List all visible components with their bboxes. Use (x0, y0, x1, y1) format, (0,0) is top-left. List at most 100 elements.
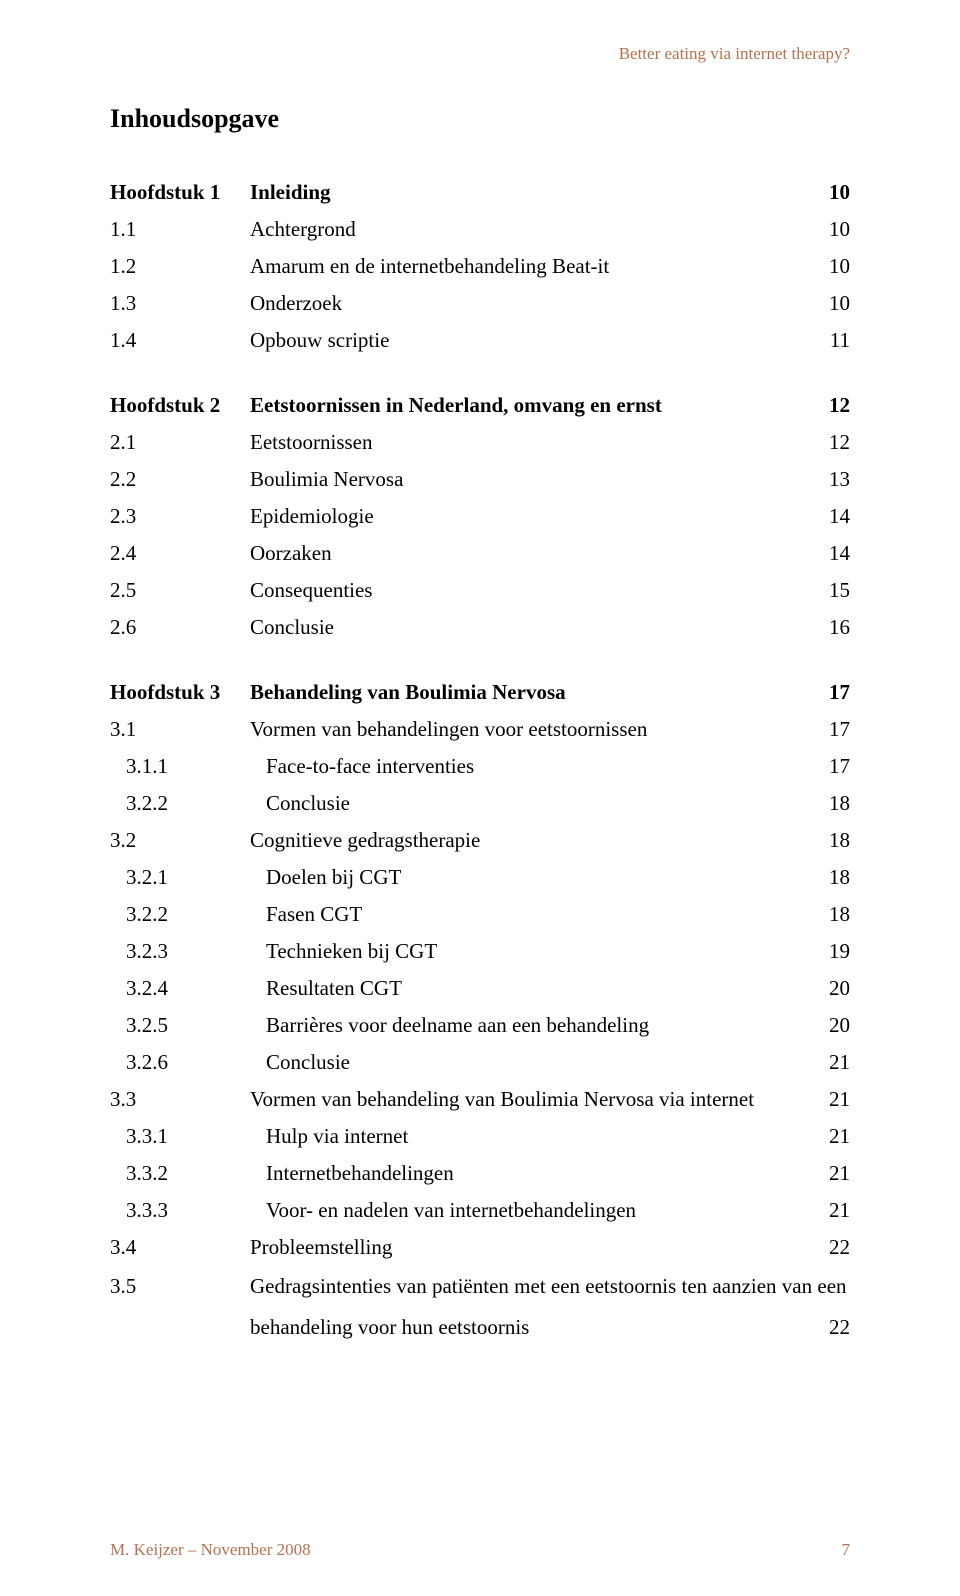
toc-entry-title: Technieken bij CGT (266, 941, 437, 962)
toc-number: 3.2 (110, 830, 250, 851)
toc-row: 2.2Boulimia Nervosa13 (110, 469, 850, 490)
toc-chapter-block: Hoofdstuk 1Inleiding101.1Achtergrond101.… (110, 182, 850, 351)
toc-page-number: 12 (825, 395, 850, 416)
toc-page-number: 22 (825, 1315, 850, 1340)
toc-entry-title: Behandeling van Boulimia Nervosa (250, 682, 566, 703)
toc-page-number: 17 (825, 719, 850, 740)
toc-row: 1.4Opbouw scriptie11 (110, 330, 850, 351)
toc-page-number: 18 (825, 867, 850, 888)
footer: M. Keijzer – November 2008 7 (110, 1540, 850, 1560)
toc-entry-title: Resultaten CGT (266, 978, 402, 999)
toc-container: Hoofdstuk 1Inleiding101.1Achtergrond101.… (110, 182, 850, 1340)
toc-entry-title: Onderzoek (250, 293, 342, 314)
running-header: Better eating via internet therapy? (619, 44, 850, 64)
toc-page-number: 20 (825, 1015, 850, 1036)
toc-number: 3.2.2 (110, 793, 266, 814)
toc-row: 1.2Amarum en de internetbehandeling Beat… (110, 256, 850, 277)
toc-page-number: 13 (825, 469, 850, 490)
toc-entry-title: Face-to-face interventies (266, 756, 474, 777)
toc-number: 3.2.6 (110, 1052, 266, 1073)
toc-page-number: 17 (825, 682, 850, 703)
toc-page-number: 20 (825, 978, 850, 999)
toc-entry-title: Conclusie (266, 793, 350, 814)
toc-number: 3.3.1 (110, 1126, 266, 1147)
toc-number: 3.5 (110, 1274, 250, 1299)
toc-entry-title: Vormen van behandelingen voor eetstoorni… (250, 719, 647, 740)
toc-row: 3.2Cognitieve gedragstherapie18 (110, 830, 850, 851)
toc-row: 3.1.1Face-to-face interventies17 (110, 756, 850, 777)
toc-row: 1.3Onderzoek 10 (110, 293, 850, 314)
toc-row: 3.2.1Doelen bij CGT18 (110, 867, 850, 888)
toc-page-number: 21 (825, 1089, 850, 1110)
toc-row: Hoofdstuk 1Inleiding10 (110, 182, 850, 203)
toc-row: 3.3.2Internetbehandelingen21 (110, 1163, 850, 1184)
toc-number: Hoofdstuk 2 (110, 395, 250, 416)
toc-entry-title: Inleiding (250, 182, 331, 203)
toc-page-number: 18 (825, 793, 850, 814)
toc-number: 3.2.4 (110, 978, 266, 999)
toc-number: 3.2.1 (110, 867, 266, 888)
toc-row: 3.2.2Conclusie 18 (110, 793, 850, 814)
toc-row: 3.1Vormen van behandelingen voor eetstoo… (110, 719, 850, 740)
toc-row: 3.5Gedragsintenties van patiënten met ee… (110, 1274, 850, 1340)
toc-entry-title: Oorzaken (250, 543, 332, 564)
toc-number: 2.5 (110, 580, 250, 601)
toc-number: 3.3.3 (110, 1200, 266, 1221)
toc-entry-title: Conclusie (250, 617, 334, 638)
toc-page-number: 10 (825, 256, 850, 277)
toc-row: 3.2.5Barrières voor deelname aan een beh… (110, 1015, 850, 1036)
toc-page-number: 22 (825, 1237, 850, 1258)
toc-entry-title-continued: behandeling voor hun eetstoornis (250, 1315, 529, 1340)
toc-number: 3.3.2 (110, 1163, 266, 1184)
toc-page-number: 10 (825, 293, 850, 314)
toc-number: 1.2 (110, 256, 250, 277)
toc-row: 3.2.2Fasen CGT18 (110, 904, 850, 925)
toc-chapter-block: Hoofdstuk 2Eetstoornissen in Nederland, … (110, 395, 850, 638)
toc-page-number: 21 (825, 1052, 850, 1073)
toc-number: 3.2.2 (110, 904, 266, 925)
toc-number: 2.6 (110, 617, 250, 638)
toc-number: 2.1 (110, 432, 250, 453)
toc-entry-title: Conclusie (266, 1052, 350, 1073)
toc-number: 3.3 (110, 1089, 250, 1110)
toc-row: 2.4Oorzaken14 (110, 543, 850, 564)
toc-page-number: 10 (825, 219, 850, 240)
footer-author-date: M. Keijzer – November 2008 (110, 1540, 311, 1560)
toc-entry-title: Eetstoornissen (250, 432, 372, 453)
toc-entry-title: Eetstoornissen in Nederland, omvang en e… (250, 395, 662, 416)
toc-number: 3.1.1 (110, 756, 266, 777)
toc-page-number: 14 (825, 506, 850, 527)
toc-number: Hoofdstuk 1 (110, 182, 250, 203)
toc-row: 3.3.1Hulp via internet21 (110, 1126, 850, 1147)
toc-entry-title: Barrières voor deelname aan een behandel… (266, 1015, 649, 1036)
toc-row: 2.5Consequenties15 (110, 580, 850, 601)
toc-page-number: 16 (825, 617, 850, 638)
toc-row: Hoofdstuk 2Eetstoornissen in Nederland, … (110, 395, 850, 416)
toc-number: 2.3 (110, 506, 250, 527)
toc-number: 1.1 (110, 219, 250, 240)
toc-page-number: 15 (825, 580, 850, 601)
toc-entry-title: Boulimia Nervosa (250, 469, 403, 490)
toc-page-number: 19 (825, 941, 850, 962)
toc-number: Hoofdstuk 3 (110, 682, 250, 703)
toc-entry-title: Achtergrond (250, 219, 356, 240)
toc-row: 3.2.4Resultaten CGT 20 (110, 978, 850, 999)
toc-row: 3.4Probleemstelling22 (110, 1237, 850, 1258)
toc-page-number: 18 (825, 904, 850, 925)
toc-page-number: 21 (825, 1200, 850, 1221)
toc-row: 2.1Eetstoornissen 12 (110, 432, 850, 453)
toc-page-number: 21 (825, 1163, 850, 1184)
toc-number: 1.4 (110, 330, 250, 351)
toc-row: 1.1Achtergrond 10 (110, 219, 850, 240)
toc-row: Hoofdstuk 3Behandeling van Boulimia Nerv… (110, 682, 850, 703)
toc-page-number: 18 (825, 830, 850, 851)
toc-page-number: 11 (826, 330, 850, 351)
toc-entry-title: Voor- en nadelen van internetbehandeling… (266, 1200, 636, 1221)
toc-entry-title: Probleemstelling (250, 1237, 392, 1258)
toc-number: 1.3 (110, 293, 250, 314)
toc-row: 3.3Vormen van behandeling van Boulimia N… (110, 1089, 850, 1110)
toc-entry-title: Amarum en de internetbehandeling Beat-it (250, 256, 609, 277)
toc-page-number: 12 (825, 432, 850, 453)
toc-page-number: 21 (825, 1126, 850, 1147)
toc-entry-title: Gedragsintenties van patiënten met een e… (250, 1274, 847, 1299)
